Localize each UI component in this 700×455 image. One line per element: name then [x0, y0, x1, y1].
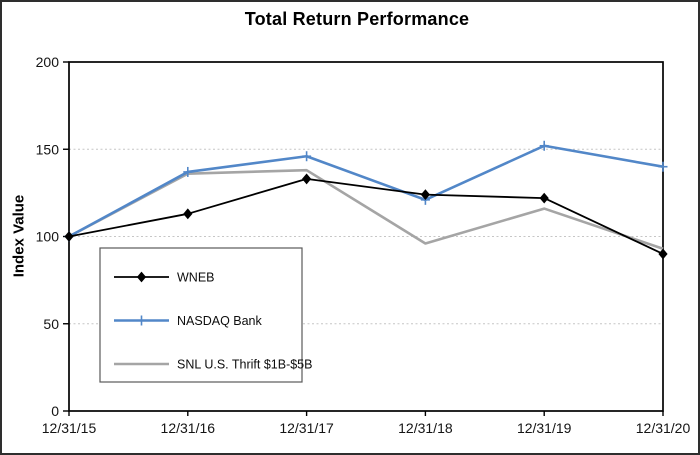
legend-box — [99, 247, 303, 383]
x-axis-tick-label: 12/31/19 — [517, 420, 572, 436]
chart-title: Total Return Performance — [244, 9, 470, 29]
series-line-wneb — [68, 178, 664, 255]
series-point-wneb — [64, 231, 74, 242]
series-point-wneb — [658, 248, 668, 260]
y-axis-tick-label: 150 — [36, 141, 60, 157]
legend-label-snl-u-s-thrift-1b-5b: SNL U.S. Thrift $1B-$5B — [177, 358, 312, 372]
legend-marker-wneb — [136, 271, 147, 283]
x-axis-tick-label: 12/31/16 — [161, 420, 216, 436]
series-point-wneb — [420, 189, 430, 201]
series-point-wneb — [302, 173, 312, 185]
y-axis-tick-label: 50 — [43, 316, 59, 332]
legend-label-nasdaq-bank: NASDAQ Bank — [177, 314, 263, 328]
series-line-nasdaq-bank — [68, 144, 664, 238]
x-axis-tick-label: 12/31/18 — [398, 420, 453, 436]
x-axis-tick-label: 12/31/20 — [636, 420, 691, 436]
x-axis-tick-label: 12/31/17 — [279, 420, 334, 436]
legend-label-wneb: WNEB — [177, 271, 215, 285]
series-point-wneb — [539, 192, 549, 204]
y-axis-tick-label: 100 — [36, 229, 60, 245]
y-axis-tick-label: 0 — [51, 403, 59, 419]
x-axis-tick-label: 12/31/15 — [42, 420, 97, 436]
y-axis-tick-label: 200 — [36, 54, 60, 70]
series-point-wneb — [183, 208, 193, 220]
